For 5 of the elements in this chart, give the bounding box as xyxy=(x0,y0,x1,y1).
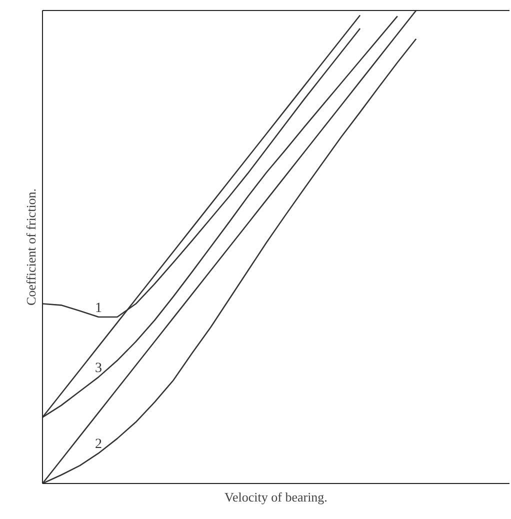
series-label: 2 xyxy=(95,437,102,452)
y-axis-title: Coefficient of friction. xyxy=(24,188,38,306)
series-label: 3 xyxy=(95,361,102,376)
x-axis-title: Velocity of bearing. xyxy=(224,490,328,504)
series-label: 1 xyxy=(95,301,102,316)
